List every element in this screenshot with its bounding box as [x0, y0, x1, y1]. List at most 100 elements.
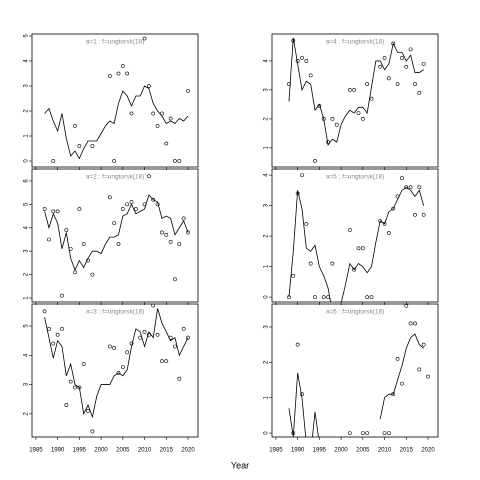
y-tick-label: 1: [264, 146, 270, 150]
observed-point: [400, 176, 404, 181]
observed-point: [326, 140, 330, 144]
y-tick-label: 5: [24, 34, 30, 38]
x-tick-label: 1995: [73, 448, 87, 454]
observed-point: [287, 295, 291, 300]
observed-point: [313, 159, 317, 163]
observed-point: [365, 295, 370, 300]
observed-point: [378, 218, 383, 223]
observed-point: [73, 385, 77, 390]
x-axis-label: Year: [231, 460, 249, 470]
observed-point: [151, 197, 156, 202]
observed-point: [107, 74, 112, 78]
observed-point: [133, 207, 138, 211]
observed-point: [64, 403, 69, 407]
observed-point: [304, 222, 309, 226]
observed-point: [151, 111, 156, 116]
observed-point: [151, 304, 156, 308]
x-tick-label: 1985: [269, 448, 283, 454]
observed-point: [404, 304, 409, 308]
observed-point: [382, 431, 387, 436]
observed-point: [160, 359, 164, 364]
observed-point: [391, 41, 396, 46]
observed-point: [287, 82, 291, 87]
y-tick-label: 5: [24, 324, 30, 328]
observed-point: [64, 228, 69, 233]
x-tick-label: 2005: [356, 448, 370, 454]
observed-point: [55, 209, 60, 214]
observed-point: [107, 344, 112, 349]
y-tick-label: 4: [24, 353, 30, 357]
observed-point: [395, 82, 400, 87]
observed-point: [77, 207, 82, 211]
y-tick-label: 2: [24, 412, 30, 416]
observed-point: [146, 174, 151, 179]
panel-title: a=5 : f=ungtorsk(18): [326, 174, 385, 181]
observed-point: [86, 258, 90, 263]
observed-point: [42, 207, 47, 211]
observed-point: [313, 295, 317, 300]
panel-title: a=3 : f=ungtorsk(18): [86, 309, 145, 316]
observed-point: [413, 82, 417, 87]
observed-point: [81, 362, 86, 366]
observed-point: [295, 59, 300, 63]
y-tick-label: 4: [24, 59, 30, 63]
observed-point: [77, 385, 82, 390]
observed-point: [120, 64, 125, 68]
x-tick-label: 1990: [51, 448, 65, 454]
y-tick-label: 6: [24, 179, 30, 183]
y-tick-label: 1: [264, 264, 270, 268]
y-tick-label: 3: [264, 203, 270, 207]
x-tick-label: 2010: [138, 448, 152, 454]
observed-point: [300, 392, 304, 397]
observed-point: [321, 116, 326, 121]
observed-point: [112, 346, 117, 350]
plot-area: [287, 37, 426, 163]
y-tick-label: 4: [264, 173, 270, 177]
observed-point: [291, 38, 296, 43]
observed-point: [347, 228, 352, 232]
y-tick-label: 1: [264, 395, 270, 399]
x-tick-label: 2015: [160, 448, 174, 454]
plot-area: [288, 304, 430, 437]
observed-point: [168, 239, 173, 244]
observed-point: [400, 56, 404, 60]
observed-point: [347, 431, 352, 436]
observed-point: [77, 144, 82, 148]
observed-point: [90, 144, 95, 148]
observed-point: [129, 341, 134, 346]
observed-point: [129, 200, 134, 204]
observed-point: [413, 321, 417, 326]
x-tick-label: 2010: [378, 448, 392, 454]
observed-point: [164, 359, 169, 364]
observed-point: [304, 59, 309, 63]
observed-point: [68, 246, 73, 251]
observed-point: [326, 295, 330, 300]
observed-point: [142, 202, 147, 207]
observed-point: [382, 56, 387, 60]
observed-point: [155, 202, 160, 207]
observed-point: [386, 76, 391, 81]
observed-point: [421, 61, 426, 66]
panel-frame: [31, 168, 199, 303]
observed-point: [408, 185, 413, 190]
observed-point: [177, 376, 182, 381]
observed-point: [181, 327, 186, 331]
observed-point: [90, 272, 95, 277]
observed-point: [47, 237, 51, 242]
observed-point: [42, 309, 47, 314]
panel-frame: [31, 33, 199, 168]
observed-point: [426, 374, 430, 379]
observed-point: [295, 342, 300, 347]
x-tick-label: 2020: [421, 448, 435, 454]
observed-point: [382, 222, 387, 226]
plot-area: [42, 174, 190, 298]
observed-point: [168, 335, 173, 340]
observed-point: [177, 159, 182, 163]
fit-line: [288, 186, 425, 302]
observed-point: [120, 365, 125, 369]
panel-title: a=6 : f=ungtorsk(18): [326, 309, 385, 316]
fit-line: [288, 333, 424, 437]
observed-point: [164, 141, 169, 146]
observed-point: [146, 332, 151, 337]
